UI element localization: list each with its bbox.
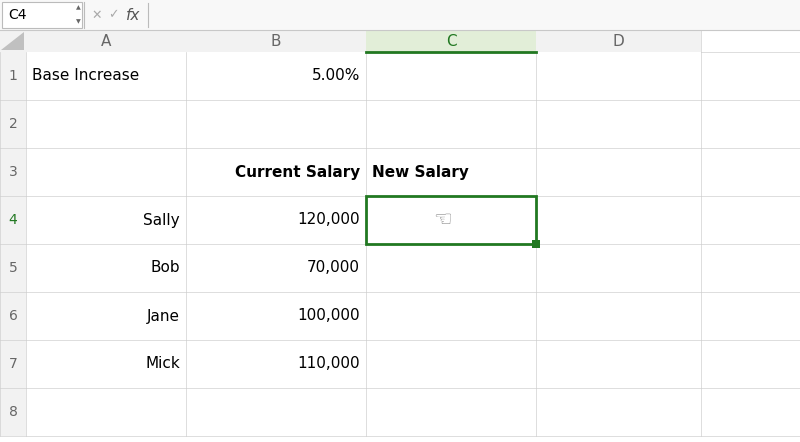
Text: 70,000: 70,000 [307,260,360,275]
Bar [366,244,536,292]
Text: 5.00%: 5.00% [312,69,360,84]
Text: A: A [101,34,111,49]
Bar [0,244,26,292]
Text: ✓: ✓ [108,8,118,22]
Text: 4: 4 [9,213,18,227]
Bar [186,52,366,100]
Text: 6: 6 [9,309,18,323]
Bar [366,196,536,244]
Polygon shape [1,32,24,50]
Bar [0,0,800,30]
Bar [26,196,186,244]
Bar [536,340,701,388]
Bar [186,388,366,436]
Bar [0,196,26,244]
Text: 3: 3 [9,165,18,179]
Bar [26,148,186,196]
Text: Jane: Jane [147,309,180,324]
Bar [26,292,186,340]
Bar [366,52,536,100]
Text: 2: 2 [9,117,18,131]
Bar [26,100,186,148]
Text: 110,000: 110,000 [298,357,360,371]
Text: B: B [270,34,282,49]
Bar [186,340,366,388]
Bar [26,244,186,292]
Bar [366,100,536,148]
Bar [186,148,366,196]
Text: 1: 1 [9,69,18,83]
Bar [366,292,536,340]
Text: fx: fx [126,8,140,23]
Bar [366,148,536,196]
Bar [366,30,536,52]
Bar [532,240,540,248]
Text: 120,000: 120,000 [298,213,360,228]
Text: 5: 5 [9,261,18,275]
Bar [536,388,701,436]
Bar [536,292,701,340]
Bar [0,388,26,436]
Bar [186,292,366,340]
Bar [26,340,186,388]
Bar [0,30,26,52]
Bar [186,244,366,292]
Text: New Salary: New Salary [372,164,469,179]
Bar [536,100,701,148]
Text: Current Salary: Current Salary [234,164,360,179]
Bar [0,148,26,196]
Bar [366,340,536,388]
Text: ☜: ☜ [434,210,452,230]
Bar [536,244,701,292]
Bar [26,30,186,52]
Bar [0,340,26,388]
Text: ✕: ✕ [92,8,102,22]
Text: D: D [613,34,624,49]
Bar [186,30,366,52]
Bar [26,52,186,100]
Text: C4: C4 [8,8,26,22]
Text: 7: 7 [9,357,18,371]
Bar [0,292,26,340]
Text: Sally: Sally [143,213,180,228]
Bar [186,196,366,244]
Text: ▲: ▲ [76,5,80,11]
Text: ☜: ☜ [436,213,450,228]
Text: Mick: Mick [146,357,180,371]
Bar [186,100,366,148]
Bar [0,100,26,148]
Bar [536,148,701,196]
Text: C: C [446,34,456,49]
Bar [536,196,701,244]
Text: Bob: Bob [150,260,180,275]
Text: Base Increase: Base Increase [32,69,139,84]
Text: 100,000: 100,000 [298,309,360,324]
Bar [2,2,82,28]
Bar [536,30,701,52]
Bar [366,388,536,436]
Bar [26,388,186,436]
Bar [0,52,26,100]
Bar [536,52,701,100]
Bar [366,196,536,244]
Text: 8: 8 [9,405,18,419]
Text: ▼: ▼ [76,19,80,24]
